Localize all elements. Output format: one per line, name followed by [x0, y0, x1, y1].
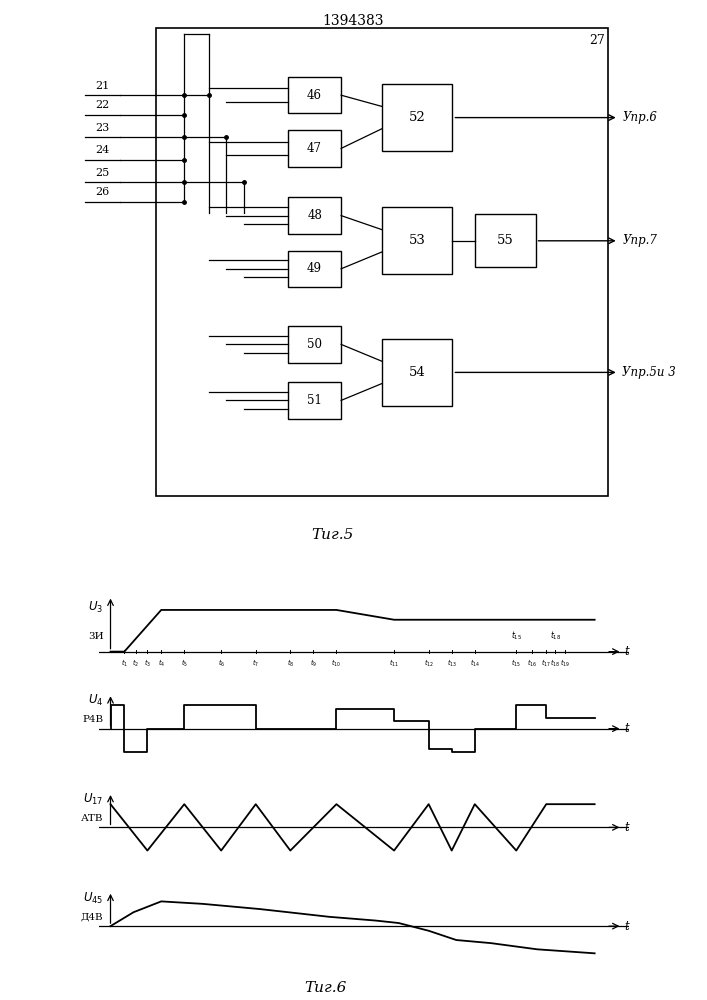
Text: t: t	[624, 722, 629, 735]
Text: АТВ: АТВ	[81, 814, 104, 823]
Text: $t_{18}$: $t_{18}$	[550, 629, 561, 642]
Text: 48: 48	[307, 209, 322, 222]
Bar	[475, 214, 536, 267]
Text: 49: 49	[307, 262, 322, 275]
Text: 26: 26	[95, 187, 110, 197]
Bar	[288, 382, 341, 419]
Text: $t_6$: $t_6$	[218, 658, 225, 669]
Text: Упр.5и 3: Упр.5и 3	[622, 366, 676, 379]
Bar	[156, 28, 608, 496]
Text: Τиг.5: Τиг.5	[311, 528, 354, 542]
Text: $U_{45}$: $U_{45}$	[83, 891, 104, 906]
Text: $t_{15}$: $t_{15}$	[511, 658, 521, 669]
Text: Упр.7: Упр.7	[622, 234, 657, 247]
Text: 1394383: 1394383	[323, 14, 384, 28]
Bar	[288, 77, 341, 113]
Text: Д4В: Д4В	[81, 912, 104, 921]
Text: $t_{13}$: $t_{13}$	[447, 658, 457, 669]
Text: $U_{17}$: $U_{17}$	[83, 792, 104, 807]
Text: $t_{19}$: $t_{19}$	[560, 658, 570, 669]
Text: $t_3$: $t_3$	[144, 658, 151, 669]
Text: Упр.6: Упр.6	[622, 111, 657, 124]
Text: 23: 23	[95, 123, 110, 133]
Text: $t_{18}$: $t_{18}$	[550, 658, 561, 669]
Text: $U_4$: $U_4$	[88, 693, 104, 708]
Text: $t_{17}$: $t_{17}$	[542, 658, 551, 669]
Text: $U_3$: $U_3$	[88, 600, 104, 615]
Text: 21: 21	[95, 81, 110, 91]
Text: $t_4$: $t_4$	[158, 658, 165, 669]
Text: $t_{10}$: $t_{10}$	[332, 658, 341, 669]
Text: t: t	[624, 821, 629, 834]
Text: 52: 52	[409, 111, 426, 124]
Text: $t_8$: $t_8$	[287, 658, 294, 669]
Text: $t_{16}$: $t_{16}$	[527, 658, 537, 669]
Text: 27: 27	[589, 34, 604, 47]
Bar	[288, 130, 341, 167]
Text: 53: 53	[409, 234, 426, 247]
Bar	[288, 251, 341, 287]
Text: 55: 55	[497, 234, 514, 247]
Text: $t_1$: $t_1$	[121, 658, 128, 669]
Text: 54: 54	[409, 366, 426, 379]
Text: $t_{15}$: $t_{15}$	[510, 629, 522, 642]
Text: 46: 46	[307, 89, 322, 102]
Text: 22: 22	[95, 100, 110, 110]
Bar	[288, 326, 341, 363]
Text: 3И: 3И	[88, 632, 104, 641]
Text: $t_{11}$: $t_{11}$	[389, 658, 399, 669]
Text: 47: 47	[307, 142, 322, 155]
Text: t: t	[624, 645, 629, 658]
Text: $t_{14}$: $t_{14}$	[469, 658, 480, 669]
Text: 25: 25	[95, 168, 110, 178]
Text: $t_2$: $t_2$	[132, 658, 139, 669]
Text: $t_5$: $t_5$	[181, 658, 188, 669]
Text: Р4В: Р4В	[83, 715, 104, 724]
Text: 24: 24	[95, 145, 110, 155]
Text: Τиг.6: Τиг.6	[304, 981, 346, 995]
Text: $t_9$: $t_9$	[310, 658, 317, 669]
Text: $t_7$: $t_7$	[252, 658, 259, 669]
Text: 50: 50	[307, 338, 322, 351]
Bar	[382, 207, 452, 274]
Bar	[288, 197, 341, 234]
Bar	[382, 84, 452, 151]
Text: 51: 51	[307, 394, 322, 407]
Text: $t_{12}$: $t_{12}$	[423, 658, 433, 669]
Text: t: t	[624, 920, 629, 933]
Bar	[382, 339, 452, 406]
